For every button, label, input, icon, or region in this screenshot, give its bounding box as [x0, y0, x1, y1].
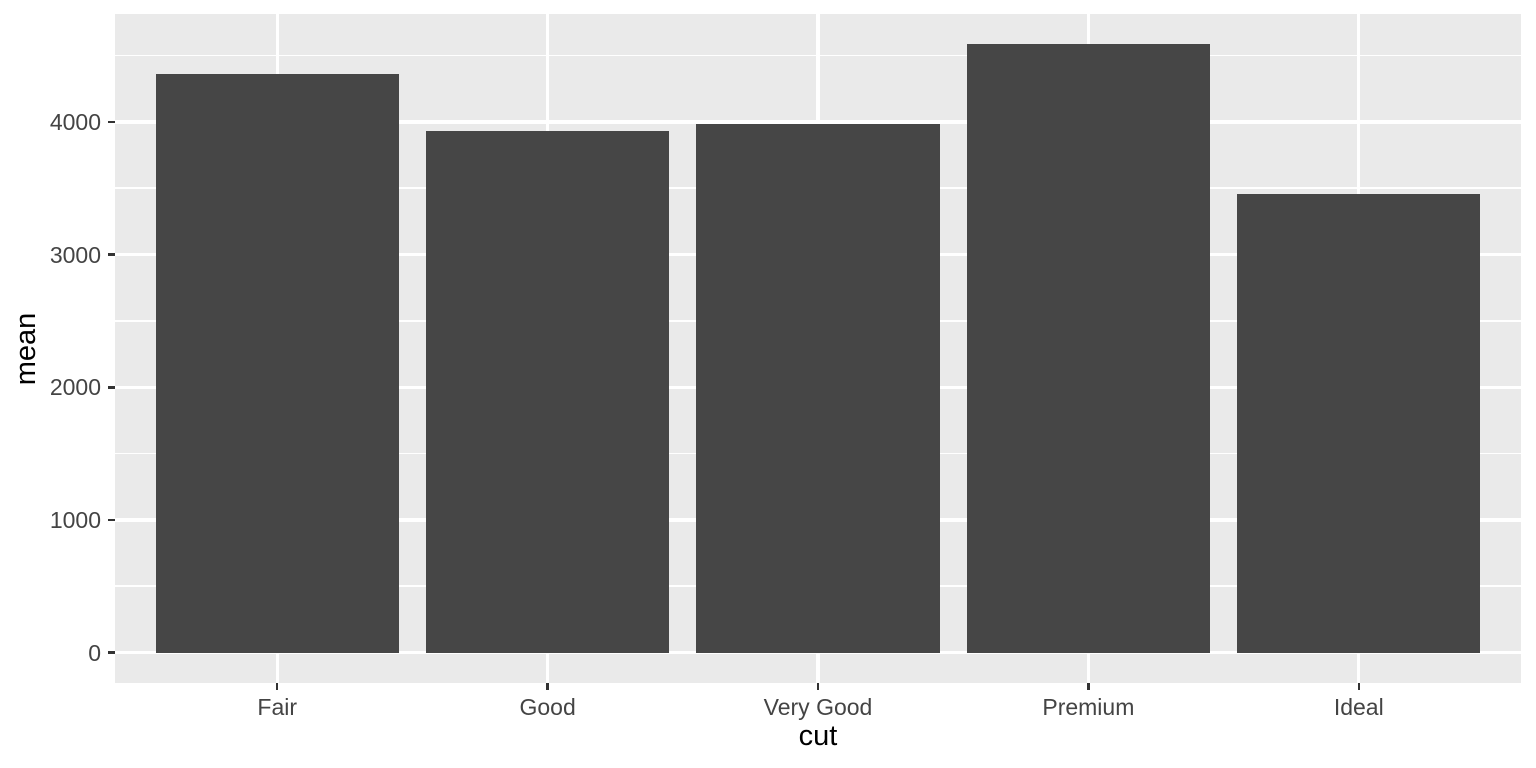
x-tick — [816, 683, 820, 690]
y-tick-label: 3000 — [49, 241, 101, 268]
x-tick-label: Ideal — [1333, 694, 1384, 720]
y-tick — [108, 386, 115, 389]
y-tick — [108, 518, 115, 522]
y-tick — [108, 120, 115, 124]
x-tick-label: Fair — [257, 694, 298, 720]
x-tick — [1357, 683, 1361, 690]
y-tick-label: 2000 — [49, 374, 101, 401]
plot-panel — [115, 14, 1521, 683]
bar-premium — [966, 44, 1211, 653]
y-axis-title: mean — [10, 312, 42, 385]
y-tick-label: 0 — [88, 639, 101, 666]
x-tick-label: Premium — [1042, 694, 1135, 720]
bar-fair — [155, 74, 399, 653]
bar-very-good — [696, 124, 940, 653]
x-tick — [275, 683, 279, 690]
y-tick — [108, 253, 115, 256]
x-tick-label: Good — [519, 694, 576, 720]
y-tick-label: 4000 — [49, 108, 101, 135]
x-tick — [1087, 683, 1090, 690]
x-tick-label: Very Good — [763, 694, 873, 720]
x-axis-title: cut — [798, 720, 838, 752]
x-tick — [546, 683, 549, 690]
bar-ideal — [1237, 193, 1481, 653]
bar-good — [425, 131, 670, 653]
y-tick — [108, 651, 115, 654]
y-tick-label: 1000 — [49, 506, 101, 533]
